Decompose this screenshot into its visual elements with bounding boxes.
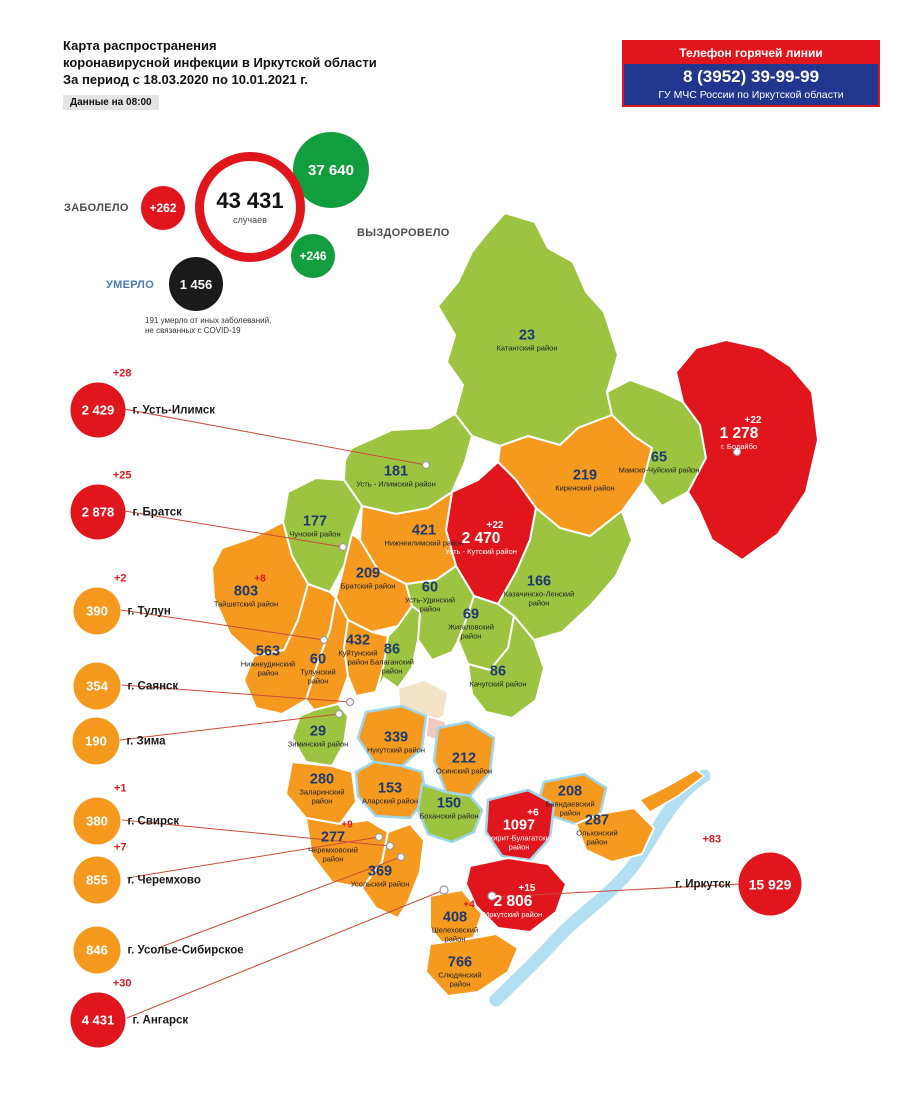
recovered-delta: +246 [299, 249, 327, 263]
infected-delta: +262 [149, 201, 177, 215]
died-label: УМЕРЛО [106, 279, 155, 291]
callout-zima: 190 г. Зима [72, 717, 166, 765]
recovered-circle: 37 640 [293, 132, 369, 208]
callout-usolye-sibirskoye: 846 г. Усолье-Сибирское [73, 926, 244, 974]
infected-delta-circle: +262 [141, 186, 185, 230]
callout-ust-ilimsk: +28 2 429 г. Усть-Илимск [70, 368, 215, 438]
callout-value: 15 929 [748, 876, 792, 892]
region-shape-ekhirit-bulagatsky [484, 788, 556, 862]
callout-value: 2 429 [81, 402, 115, 418]
region-shape-osinsky [432, 720, 496, 798]
died-circle: 1 456 [169, 257, 223, 311]
callout-value: 846 [86, 942, 108, 958]
recovered-value: 37 640 [308, 161, 354, 179]
page-title: Карта распространения коронавирусной инф… [63, 38, 377, 87]
hotline-org: ГУ МЧС России по Иркутской области [624, 88, 878, 105]
callout-value: 4 431 [81, 1012, 115, 1028]
region-shape-slyudyansky [424, 932, 520, 998]
region-shape-balagansky [375, 604, 422, 693]
callout-value: 855 [86, 872, 108, 888]
region-shape-usolsky [360, 822, 426, 920]
lake-baikal [489, 769, 711, 1007]
hotline-phone: 8 (3952) 39-99-99 [624, 64, 878, 88]
callout-bratsk: +25 2 878 г. Братск [70, 470, 182, 540]
callout-delta: +28 [112, 367, 132, 380]
callout-city-name: г. Ангарск [132, 1014, 189, 1026]
total-circle: 43 431 случаев [195, 152, 305, 262]
callout-delta: +25 [112, 469, 132, 482]
callout-city-name: г. Саянск [127, 680, 179, 692]
region-shape-nukutsky [356, 704, 428, 768]
region-shape-zalarinsky [284, 760, 358, 826]
region-shape-alarsky [354, 760, 428, 820]
callout-delta: +83 [702, 833, 722, 846]
data-time-badge: Данные на 08:00 [63, 95, 159, 110]
callout-city-name: г. Тулун [127, 605, 171, 617]
region-shape-kachugsky [466, 613, 546, 720]
callout-sayansk: 354 г. Саянск [73, 662, 178, 710]
callout-value: 380 [86, 813, 108, 829]
callout-cheremkhovo: +7 855 г. Черемхово [73, 842, 201, 904]
callout-city-name: г. Братск [132, 506, 182, 518]
recovered-delta-circle: +246 [291, 234, 335, 278]
total-value: 43 431 [216, 187, 284, 213]
callout-value: 390 [86, 603, 108, 619]
callout-delta: +1 [113, 782, 127, 795]
city-dots [319, 447, 742, 901]
callout-value: 2 878 [81, 504, 115, 520]
region-shape-katangsky [436, 211, 620, 448]
callout-delta: +2 [113, 572, 127, 585]
callout-city-name: г. Зима [126, 735, 166, 747]
callout-delta: +30 [112, 977, 132, 990]
died-note: 191 умерло от иных заболеваний, не связа… [145, 316, 272, 335]
callout-svirsk: +1 380 г. Свирск [73, 783, 179, 845]
region-shape-bayandaevsky [538, 772, 608, 826]
region-shape-irkutsky [464, 856, 568, 934]
total-sub: случаев [233, 214, 267, 225]
callout-city-name: г. Свирск [127, 815, 180, 827]
olkhon-island-shape [638, 769, 706, 813]
callout-value: 354 [86, 678, 108, 694]
callout-city-name: г. Усолье-Сибирское [127, 944, 244, 956]
region-shape-olkhonsky [574, 806, 656, 864]
region-shape-bodaibo [674, 338, 820, 562]
callout-delta: +7 [113, 841, 127, 854]
callout-city-name: г. Иркутск [675, 878, 731, 890]
infected-label: ЗАБОЛЕЛО [64, 202, 129, 214]
callout-tulun: +2 390 г. Тулун [73, 573, 171, 635]
callout-lines [119, 408, 742, 1019]
region-shape-bokhansky [416, 782, 484, 844]
died-value: 1 456 [179, 276, 213, 292]
callout-angarsk: +30 4 431 г. Ангарск [70, 978, 188, 1048]
callout-city-name: г. Черемхово [127, 874, 201, 886]
callout-value: 190 [85, 733, 107, 749]
recovered-label: ВЫЗДОРОВЕЛО [357, 227, 450, 239]
region-shape-ziminsky [290, 702, 350, 768]
callout-irkutsk: +83 15 929 г. Иркутск [675, 834, 802, 916]
region-shape-kuitunsky [342, 618, 390, 698]
hotline-box: Телефон горячей линии 8 (3952) 39-99-99 … [622, 40, 880, 107]
hotline-label: Телефон горячей линии [624, 42, 878, 64]
callout-city-name: г. Усть-Илимск [132, 404, 216, 416]
